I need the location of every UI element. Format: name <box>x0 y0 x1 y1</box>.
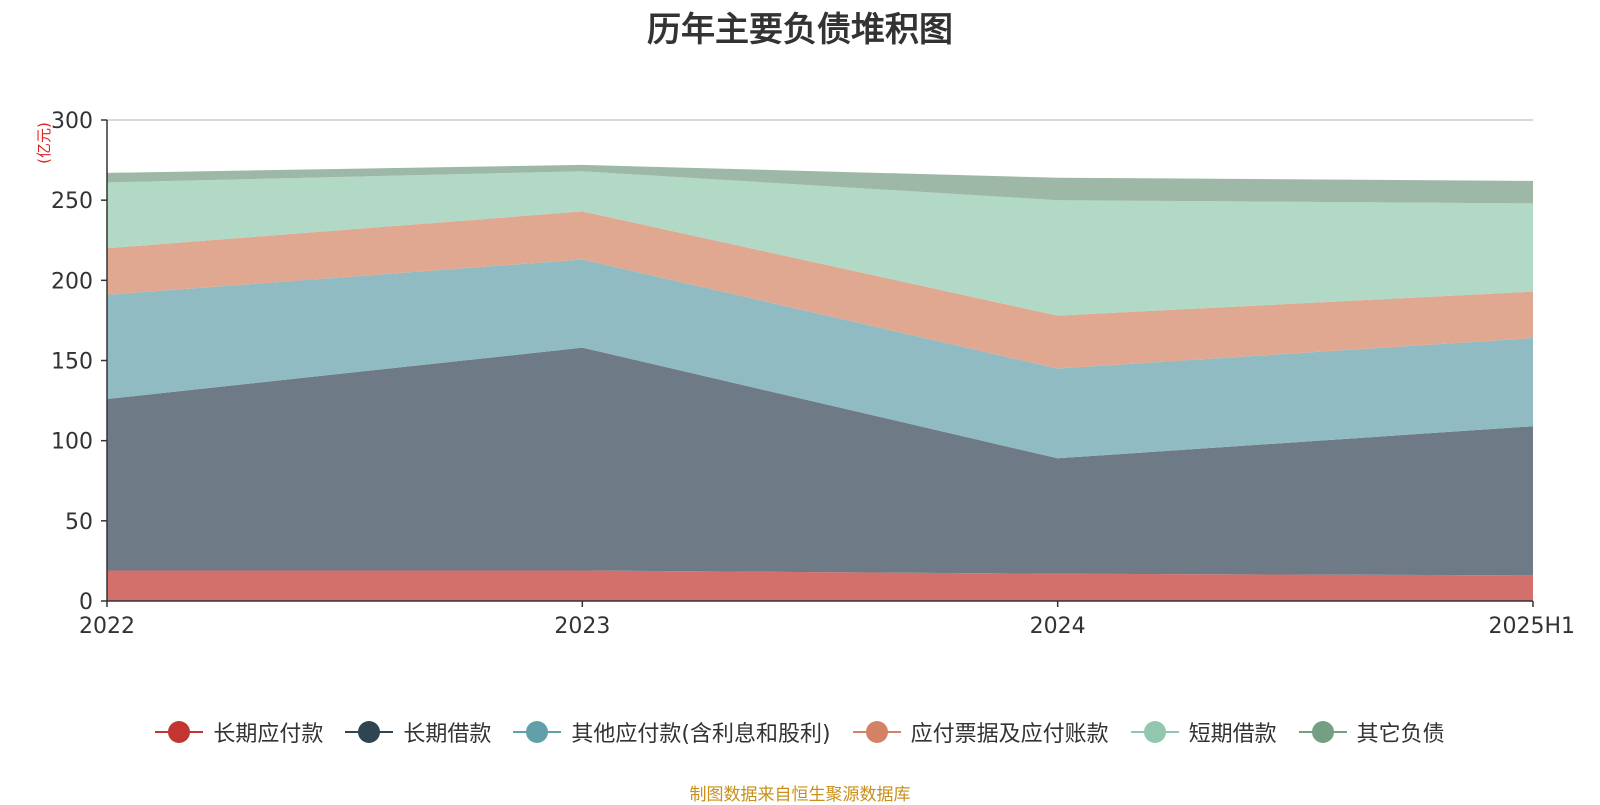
y-tick-label: 0 <box>79 590 93 615</box>
y-tick-label: 150 <box>51 350 93 375</box>
legend-marker-icon <box>345 720 394 744</box>
legend-label: 其他应付款(含利息和股利) <box>571 722 831 747</box>
area-series-4 <box>107 211 1533 369</box>
x-tick-label: 2025H1 <box>1488 614 1575 639</box>
legend-marker-icon <box>513 720 562 744</box>
area-series-3 <box>107 259 1533 459</box>
x-tick-label: 2024 <box>1030 614 1086 639</box>
legend-label: 应付票据及应付账款 <box>910 722 1109 747</box>
legend-label: 短期借款 <box>1188 722 1277 747</box>
legend-item-3[interactable]: 其他应付款(含利息和股利) <box>513 716 831 748</box>
x-tick-label: 2022 <box>79 614 135 639</box>
y-tick-label: 200 <box>51 269 93 294</box>
legend-item-2[interactable]: 长期借款 <box>345 716 491 748</box>
legend-item-4[interactable]: 应付票据及应付账款 <box>852 716 1109 748</box>
legend-marker-icon <box>1298 720 1347 744</box>
y-axis-unit-label: (亿元) <box>35 122 53 164</box>
legend-label: 长期借款 <box>403 722 492 747</box>
legend-marker-icon <box>852 720 901 744</box>
area-series-6 <box>107 164 1533 204</box>
y-tick-label: 250 <box>51 189 93 214</box>
area-series-2 <box>107 347 1533 576</box>
legend-label: 其它负债 <box>1356 722 1445 747</box>
legend-label: 长期应付款 <box>213 722 324 747</box>
legend-item-1[interactable]: 长期应付款 <box>155 716 323 748</box>
x-tick-label: 2023 <box>554 614 610 639</box>
area-series <box>107 164 1533 601</box>
chart-title: 历年主要负债堆积图 <box>647 10 953 50</box>
legend-item-6[interactable]: 其它负债 <box>1298 716 1445 748</box>
source-note: 制图数据来自恒生聚源数据库 <box>689 785 911 805</box>
y-tick-label: 50 <box>65 510 93 535</box>
y-tick-label: 100 <box>51 430 93 455</box>
y-tick-label: 300 <box>51 109 93 134</box>
area-series-1 <box>107 570 1533 601</box>
legend-marker-icon <box>1130 720 1179 744</box>
legend: 长期应付款 长期借款 其他应付款(含利息和股利) 应付票据及应付账款 短期借款 其它负债 <box>0 716 1600 748</box>
legend-item-5[interactable]: 短期借款 <box>1130 716 1277 748</box>
stacked-area-chart: 0 50 100 150 200 250 300 2022 2023 2024 2025H1 (亿元… <box>35 109 1575 639</box>
axes: 0 50 100 150 200 250 300 2022 2023 2024 2025H1 <box>51 109 1575 639</box>
legend-marker-icon <box>155 720 204 744</box>
area-series-5 <box>107 171 1533 316</box>
